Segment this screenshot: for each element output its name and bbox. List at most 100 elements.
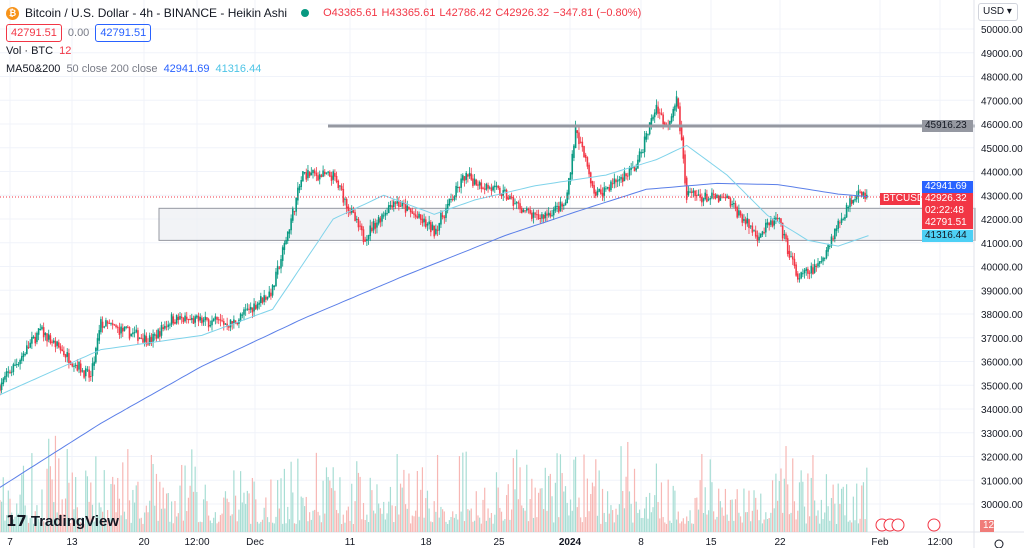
volume-bar xyxy=(133,502,136,532)
buy-button[interactable]: 42791.51 xyxy=(95,24,152,42)
candle-body xyxy=(692,190,695,193)
volume-bar xyxy=(598,470,600,532)
candle-body xyxy=(421,218,424,224)
candle-body xyxy=(31,336,33,344)
candle-body xyxy=(0,382,3,390)
y-tick-label: 42000.00 xyxy=(981,215,1023,226)
candle-body xyxy=(844,217,846,220)
volume-bar xyxy=(571,510,573,532)
candle-body xyxy=(504,189,506,192)
volume-bar xyxy=(697,509,700,532)
candle-body xyxy=(292,208,294,221)
volume-bar xyxy=(633,468,636,532)
candle-body xyxy=(155,334,158,339)
volume-bar xyxy=(261,519,264,532)
volume-bar xyxy=(233,470,235,532)
candle-body xyxy=(310,172,313,176)
volume-bar xyxy=(787,484,789,532)
tv-logo-icon: 𝟭𝟳 xyxy=(6,513,27,530)
volume-bar xyxy=(206,501,208,532)
candle-body xyxy=(51,341,53,343)
volume-bar xyxy=(90,482,92,532)
volume-bar xyxy=(135,485,137,532)
candle-body xyxy=(100,319,102,333)
candle-body xyxy=(214,316,217,320)
volume-bar xyxy=(16,503,18,532)
volume-bar xyxy=(642,517,644,532)
volume-bar xyxy=(371,490,373,532)
currency-selector[interactable]: USD ▾ xyxy=(978,3,1018,21)
volume-bar xyxy=(176,516,178,532)
candle-body xyxy=(14,364,16,366)
chart-legend: ₿ Bitcoin / U.S. Dollar - 4h - BINANCE -… xyxy=(6,4,645,78)
volume-bar xyxy=(295,523,297,532)
volume-bar xyxy=(814,500,816,532)
volume-bar xyxy=(303,506,306,532)
volume-bar xyxy=(448,520,450,532)
economic-event-flag-icon[interactable] xyxy=(927,518,941,532)
candle-body xyxy=(485,183,488,190)
volume-bar xyxy=(423,517,425,532)
volume-bar xyxy=(505,495,508,532)
volume-indicator-label[interactable]: Vol · BTC xyxy=(6,45,54,57)
candle-body xyxy=(335,175,338,183)
volume-bar xyxy=(487,508,489,532)
candle-body xyxy=(382,215,385,217)
volume-bar xyxy=(472,521,474,532)
bitcoin-icon: ₿ xyxy=(6,6,19,20)
volume-bar xyxy=(480,523,482,532)
symbol-title[interactable]: Bitcoin / U.S. Dollar - 4h - BINANCE - H… xyxy=(25,6,288,20)
candle-body xyxy=(394,202,397,204)
y-tick-label: 40000.00 xyxy=(981,263,1023,274)
candle-body xyxy=(448,198,451,206)
time-zone-settings-icon[interactable] xyxy=(994,539,1004,548)
volume-bar xyxy=(335,509,338,532)
candle-body xyxy=(285,240,287,245)
ma-light-price-tag: 41316.44 xyxy=(922,230,973,242)
x-tick-label: 12:00 xyxy=(927,537,952,548)
candle-body xyxy=(852,199,855,204)
candle-body xyxy=(653,112,656,118)
candle-body xyxy=(254,305,257,310)
candle-body xyxy=(793,258,796,266)
candle-body xyxy=(295,197,297,212)
candle-body xyxy=(738,210,740,216)
volume-bar xyxy=(373,510,375,532)
candle-body xyxy=(546,213,548,216)
tradingview-logo[interactable]: 𝟭𝟳 TradingView xyxy=(6,512,119,531)
candle-body xyxy=(180,316,183,319)
volume-bar xyxy=(529,499,531,532)
volume-bar xyxy=(691,523,693,532)
candle-body xyxy=(682,137,685,159)
y-tick-label: 41000.00 xyxy=(981,239,1023,250)
sell-button[interactable]: 42791.51 xyxy=(6,24,62,42)
ma-indicator-label[interactable]: MA50&200 xyxy=(6,63,61,75)
market-open-status-icon xyxy=(301,9,310,17)
candle-body xyxy=(605,188,607,190)
volume-bar xyxy=(63,514,65,532)
volume-bar xyxy=(19,494,21,532)
candle-body xyxy=(207,319,210,328)
volume-bar xyxy=(707,510,710,532)
candle-body xyxy=(66,352,69,357)
volume-bar xyxy=(782,512,784,532)
candle-body xyxy=(810,265,813,274)
candle-body xyxy=(354,212,356,222)
economic-event-flag-icon[interactable] xyxy=(891,518,905,532)
volume-bar xyxy=(327,477,329,532)
volume-bar xyxy=(310,519,312,532)
volume-bar xyxy=(325,467,328,532)
volume-bar xyxy=(511,509,513,532)
volume-bar xyxy=(41,489,43,532)
volume-bar xyxy=(270,479,272,532)
volume-bar xyxy=(852,496,854,532)
candle-body xyxy=(803,270,806,274)
candle-body xyxy=(5,371,8,377)
volume-bar xyxy=(684,523,686,532)
volume-bar xyxy=(142,523,144,532)
x-tick-label: 13 xyxy=(66,537,78,548)
volume-bar xyxy=(750,521,752,532)
candle-body xyxy=(478,181,481,186)
range-rectangle[interactable] xyxy=(158,207,976,241)
